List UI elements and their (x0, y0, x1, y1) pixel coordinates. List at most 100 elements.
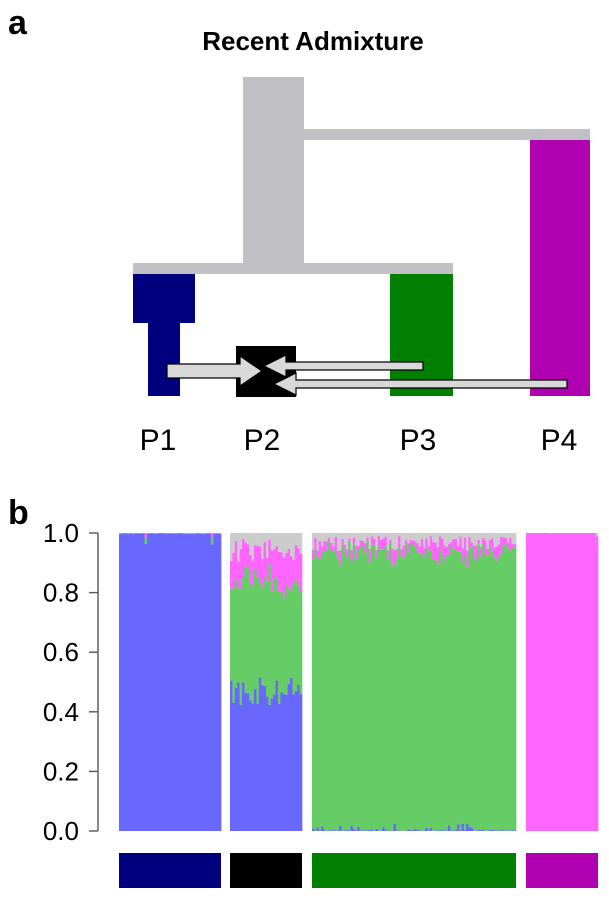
bar-segment-green (139, 533, 143, 534)
bar-segment-blue (370, 830, 374, 831)
bar-segment-gray (457, 533, 460, 546)
bar-segment-blue (468, 827, 472, 831)
bar-segment-green (491, 551, 494, 830)
bar-segment-magenta (336, 550, 340, 559)
bar-segment-gray (436, 533, 440, 547)
bar-segment-blue (470, 827, 474, 831)
bar-segment-green (330, 551, 333, 831)
bar-segment-blue (134, 533, 138, 831)
bar-segment-magenta (545, 533, 548, 831)
bar-segment-gray (266, 533, 269, 558)
bar-segment-blue (129, 533, 133, 831)
bar-segment-blue (139, 533, 143, 831)
bar-segment-gray (285, 533, 288, 553)
bar-segment-green (210, 537, 214, 545)
bar-segment-blue (450, 830, 453, 831)
bar-segment-magenta (368, 549, 372, 563)
bar-segment-gray (237, 533, 240, 562)
bar-segment-gray (448, 533, 451, 545)
bar-segment-blue (425, 827, 428, 831)
bar-segment-magenta (454, 538, 458, 551)
bar-segment-blue (192, 534, 196, 831)
bar-segment-gray (287, 533, 291, 549)
bar-segment-magenta (497, 544, 501, 557)
bar-segment-gray (438, 533, 442, 537)
bar-segment-blue (141, 533, 145, 831)
bar-segment-green (256, 577, 260, 705)
bar-segment-magenta (316, 550, 320, 558)
bar-segment-blue (386, 830, 390, 831)
bar-segment-green (314, 550, 317, 831)
bar-segment-green (389, 543, 392, 831)
bar-segment-gray (230, 533, 233, 561)
bar-segment-magenta (479, 546, 483, 558)
bar-segment-magenta (256, 545, 260, 578)
bar-segment-blue (242, 682, 245, 831)
bar-segment-gray (282, 533, 286, 558)
bar-segment-magenta (210, 533, 214, 538)
bar-segment-blue (208, 533, 212, 831)
bar-segment-green (470, 546, 474, 828)
bar-segment-magenta (273, 548, 276, 579)
bar-segment-green (445, 554, 449, 831)
bar-segment-gray (290, 533, 293, 557)
bar-segment-magenta (583, 533, 587, 831)
bar-segment-green (416, 552, 419, 831)
bar-segment-gray (395, 533, 399, 549)
bar-segment-green (382, 549, 385, 828)
bar-segment-green (457, 551, 460, 825)
bar-segment-magenta (386, 550, 390, 560)
tree-root-trunk (243, 77, 304, 268)
bar-segment-gray (495, 533, 499, 547)
bar-segment-magenta (373, 538, 376, 545)
bar-segment-gray (273, 533, 276, 549)
bar-segment-green (218, 533, 222, 534)
bar-segment-magenta (448, 544, 451, 555)
bar-segment-green (339, 565, 342, 826)
bar-segment-green (368, 562, 372, 830)
bar-segment-gray (477, 533, 481, 541)
bar-segment-blue (361, 830, 365, 831)
population-tree (133, 77, 590, 274)
bar-segment-green (423, 557, 426, 831)
bar-segment-gray (280, 533, 284, 553)
bar-segment-green (493, 557, 496, 831)
bar-segment-green (254, 569, 257, 689)
bar-segment-magenta (297, 547, 300, 585)
bar-segment-blue (377, 830, 381, 831)
bar-segment-magenta (382, 538, 385, 550)
bar-segment-green (479, 557, 483, 831)
bar-segment-green (429, 549, 433, 828)
bar-segment-gray (370, 533, 374, 537)
bar-segment-blue (249, 700, 252, 831)
bar-segment-gray (268, 533, 272, 540)
bar-segment-gray (411, 533, 415, 541)
bar-segment-blue (136, 533, 140, 831)
population-color-bars (119, 853, 598, 888)
bar-segment-magenta (564, 533, 568, 831)
bar-segment-blue (418, 830, 422, 831)
arrow-p3-to-p2 (262, 354, 424, 378)
bar-segment-blue (275, 680, 279, 831)
bar-segment-green (316, 557, 320, 828)
bar-segment-magenta (578, 533, 582, 831)
bar-segment-gray (249, 533, 252, 556)
bar-segment-blue (164, 533, 168, 831)
bar-segment-blue (477, 829, 481, 831)
bar-segment-gray (506, 533, 510, 543)
bar-segment-green (395, 559, 399, 831)
bar-segment-blue (187, 533, 191, 831)
bar-segment-blue (175, 533, 178, 831)
bar-segment-blue (299, 694, 303, 831)
bar-segment-magenta (429, 536, 433, 550)
bar-segment-green (425, 547, 428, 828)
tree-branch-p1-p3 (133, 263, 453, 274)
bar-segment-blue (172, 533, 176, 831)
bar-segment-magenta (366, 537, 370, 541)
bar-segment-magenta (393, 550, 397, 565)
bar-segment-magenta (321, 546, 324, 552)
bar-segment-magenta (391, 548, 394, 565)
bar-segment-magenta (239, 548, 243, 590)
bar-segment-gray (443, 533, 447, 546)
bar-segment-gray (509, 533, 512, 538)
